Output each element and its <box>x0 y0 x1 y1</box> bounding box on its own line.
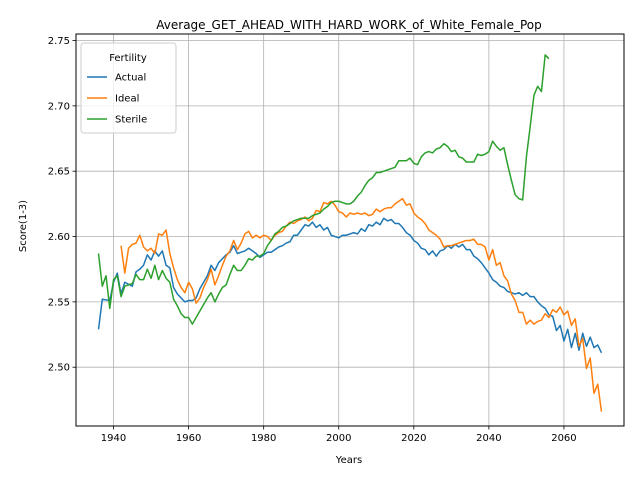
y-tick-label: 2.55 <box>48 297 70 308</box>
y-axis-label: Score(1-3) <box>18 200 29 252</box>
series-lines <box>97 54 603 412</box>
x-tick-label: 2040 <box>476 433 501 444</box>
x-tick-label: 2060 <box>551 433 576 444</box>
grid <box>76 34 624 426</box>
y-tick-label: 2.70 <box>48 101 70 112</box>
x-tick-label: 2000 <box>326 433 351 444</box>
legend-title: Fertility <box>109 53 147 64</box>
series-line-ideal <box>120 197 603 412</box>
x-tick-label: 1940 <box>101 433 126 444</box>
legend-label-ideal: Ideal <box>115 94 139 105</box>
legend: Fertility Actual Ideal Sterile <box>80 42 177 134</box>
x-tick-label: 1960 <box>176 433 201 444</box>
legend-label-sterile: Sterile <box>115 115 147 126</box>
y-tick-label: 2.65 <box>48 167 70 178</box>
legend-box <box>80 42 177 134</box>
series-line-actual <box>97 217 603 354</box>
legend-entries: Actual Ideal Sterile <box>87 73 147 126</box>
x-axis-label: Years <box>335 455 362 466</box>
chart-title: Average_GET_AHEAD_WITH_HARD_WORK_of_Whit… <box>156 18 541 32</box>
x-tick-label: 1980 <box>251 433 276 444</box>
legend-label-actual: Actual <box>115 73 146 84</box>
y-tick-label: 2.50 <box>48 363 70 374</box>
y-tick-label: 2.60 <box>48 232 70 243</box>
y-tick-label: 2.75 <box>48 36 70 47</box>
series-line-sterile <box>97 54 550 325</box>
axis-ticks: 1940 1960 1980 2000 2020 2040 2060 2.50 2.55 2.60… <box>48 36 577 444</box>
plot-frame <box>75 33 625 427</box>
x-tick-label: 2020 <box>401 433 426 444</box>
